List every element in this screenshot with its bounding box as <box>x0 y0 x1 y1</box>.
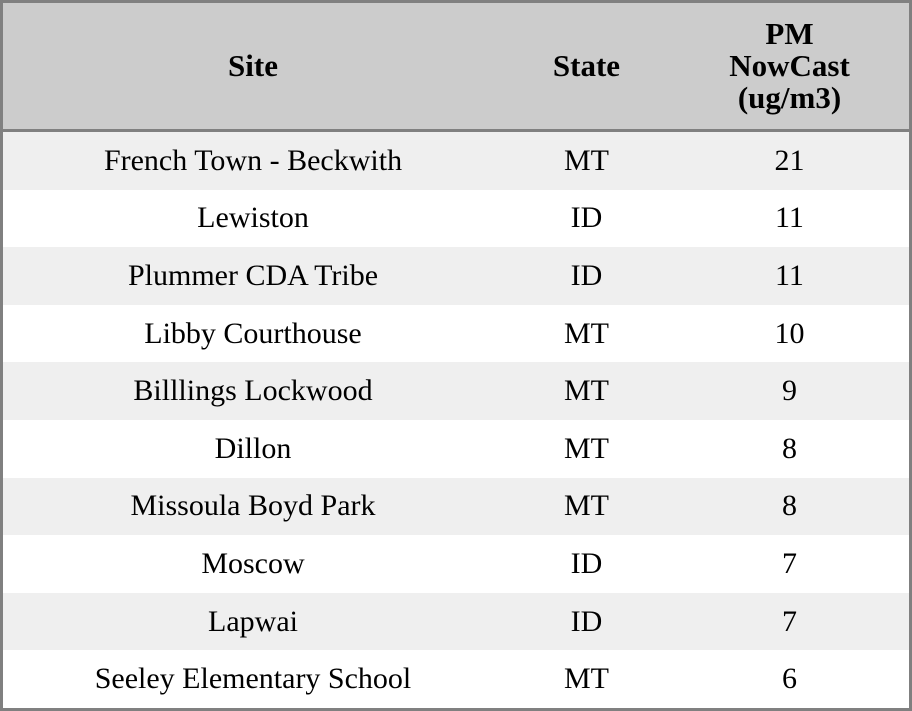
cell-site: Billlings Lockwood <box>133 374 373 408</box>
cell-state: MT <box>564 489 609 523</box>
cell-state: ID <box>570 258 603 292</box>
cell-pm-nowcast: 6 <box>782 662 797 696</box>
table-row: Missoula Boyd Park MT 8 <box>3 477 909 536</box>
cell-site: Dillon <box>214 431 292 465</box>
column-header-site: Site <box>228 47 278 83</box>
cell-site: Plummer CDA Tribe <box>127 258 379 292</box>
cell-pm-nowcast: 9 <box>782 374 797 408</box>
cell-pm-nowcast: 8 <box>782 489 797 523</box>
cell-site: Moscow <box>201 546 305 580</box>
table-row: Moscow ID 7 <box>3 535 909 593</box>
table-body: French Town - Beckwith MT 21 Lewiston ID… <box>3 132 909 708</box>
table-row: Lapwai ID 7 <box>3 592 909 651</box>
cell-site: Libby Courthouse <box>144 316 362 350</box>
cell-pm-nowcast: 21 <box>774 143 805 177</box>
cell-state: MT <box>564 143 609 177</box>
cell-state: MT <box>564 374 609 408</box>
table-row: Billlings Lockwood MT 9 <box>3 362 909 420</box>
cell-site: Lapwai <box>208 604 298 638</box>
column-header-pm-nowcast: PM NowCast (ug/m3) <box>729 15 850 116</box>
cell-state: ID <box>570 604 603 638</box>
cell-state: ID <box>570 546 603 580</box>
cell-pm-nowcast: 7 <box>782 546 797 580</box>
cell-site: Lewiston <box>197 201 309 235</box>
table-row: Seeley Elementary School MT 6 <box>3 650 909 708</box>
cell-site: Missoula Boyd Park <box>130 489 376 523</box>
column-header-state: State <box>552 47 621 83</box>
cell-pm-nowcast: 7 <box>782 604 797 638</box>
table-row: Lewiston ID 11 <box>3 189 909 248</box>
cell-state: MT <box>564 316 609 350</box>
table-row: French Town - Beckwith MT 21 <box>3 132 909 190</box>
table-row: Plummer CDA Tribe ID 11 <box>3 247 909 305</box>
cell-state: MT <box>564 431 609 465</box>
cell-pm-nowcast: 8 <box>782 431 797 465</box>
cell-pm-nowcast: 11 <box>775 258 804 292</box>
cell-site: Seeley Elementary School <box>94 662 412 696</box>
table-header-row: Site State PM NowCast (ug/m3) <box>3 3 909 132</box>
cell-state: ID <box>570 201 603 235</box>
cell-site: French Town - Beckwith <box>103 143 403 177</box>
table-row: Libby Courthouse MT 10 <box>3 304 909 363</box>
cell-pm-nowcast: 10 <box>774 316 805 350</box>
cell-pm-nowcast: 11 <box>775 201 804 235</box>
cell-state: MT <box>564 662 609 696</box>
table-row: Dillon MT 8 <box>3 419 909 478</box>
